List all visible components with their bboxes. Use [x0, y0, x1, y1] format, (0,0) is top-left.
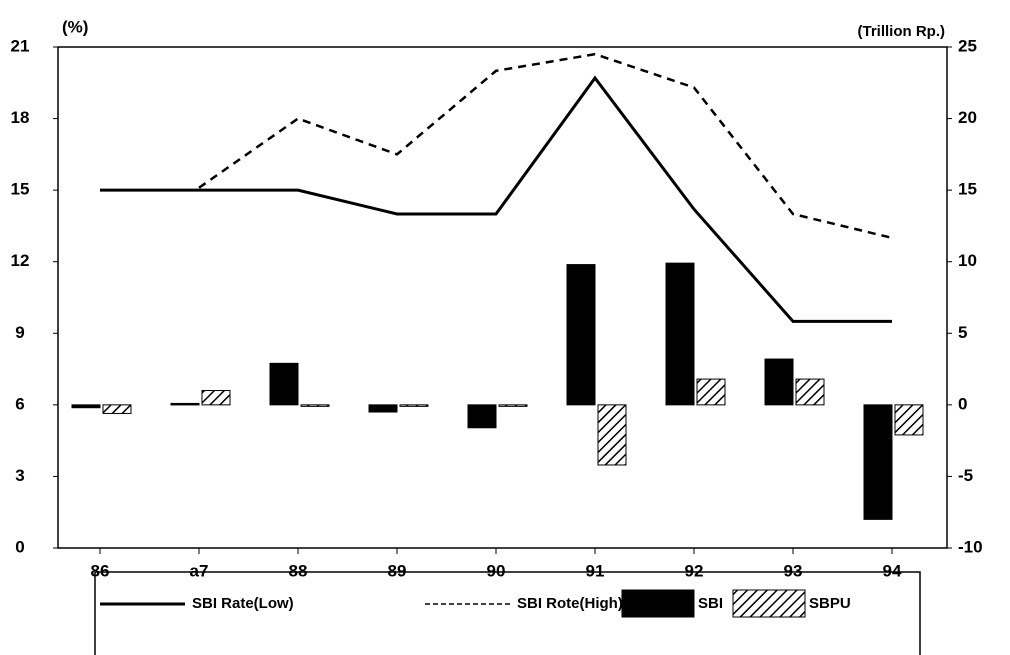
y2-tick-label: 25: [958, 36, 977, 55]
x-tick-label: 91: [586, 561, 605, 580]
bar: [300, 404, 330, 407]
bar: [102, 404, 132, 414]
y-unit: (%): [62, 17, 88, 36]
y-tick-label: 0: [15, 537, 24, 556]
legend-label: SBI Rote(High): [517, 595, 623, 612]
bar: [764, 358, 794, 406]
y2-tick-label: 10: [958, 251, 977, 270]
bar: [498, 404, 528, 407]
legend-label: SBI Rate(Low): [192, 595, 294, 612]
x-tick-label: 89: [388, 561, 407, 580]
bar: [795, 378, 825, 406]
legend-swatch: [732, 589, 806, 618]
y2-tick-label: 0: [958, 394, 967, 413]
line: [100, 75, 892, 323]
x-tick-label: 88: [289, 561, 308, 580]
bar: [597, 404, 627, 466]
plot-frame: [57, 46, 948, 549]
y-tick-label: 18: [11, 108, 30, 127]
bar: [566, 264, 596, 406]
y-tick-label: 6: [15, 394, 24, 413]
bar: [201, 390, 231, 406]
bar: [696, 378, 726, 406]
y2-tick-label: 20: [958, 108, 977, 127]
bar: [467, 404, 497, 429]
y-tick-label: 12: [11, 251, 30, 270]
y2-tick-label: 15: [958, 180, 977, 199]
legend-label: SBPU: [809, 595, 851, 612]
y-tick-label: 21: [11, 36, 30, 55]
y-tick-label: 3: [15, 466, 24, 485]
x-tick-label: 94: [883, 561, 902, 580]
bar: [665, 262, 695, 406]
bar: [368, 404, 398, 413]
y-tick-label: 15: [11, 180, 30, 199]
bar: [863, 404, 893, 520]
legend-label: SBI: [698, 595, 723, 612]
y2-tick-label: -10: [958, 537, 983, 556]
bar: [71, 404, 101, 409]
x-tick-label: a7: [190, 561, 209, 580]
x-tick-label: 86: [91, 561, 110, 580]
x-tick-label: 92: [685, 561, 704, 580]
y-tick-label: 9: [15, 323, 24, 342]
legend-box: [94, 571, 921, 655]
bar: [170, 402, 200, 406]
bar: [894, 404, 924, 436]
bar: [269, 362, 299, 406]
x-tick-label: 93: [784, 561, 803, 580]
y2-unit: (Trillion Rp.): [858, 23, 946, 40]
x-tick-label: 90: [487, 561, 506, 580]
legend-swatch: [621, 589, 695, 618]
bar: [399, 404, 429, 407]
y2-tick-label: 5: [958, 323, 967, 342]
y2-tick-label: -5: [958, 466, 973, 485]
